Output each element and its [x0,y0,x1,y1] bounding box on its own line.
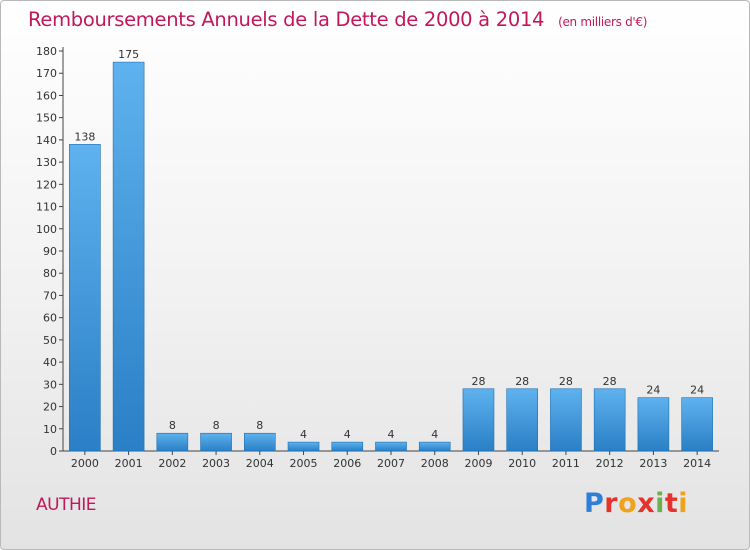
y-tick-label: 30 [43,378,57,391]
data-label-2003: 8 [213,419,220,432]
y-tick-label: 70 [43,289,57,302]
x-tick-label-2000: 2000 [71,457,99,470]
y-tick-label: 120 [36,178,57,191]
x-tick-label-2010: 2010 [508,457,536,470]
x-tick-label-2004: 2004 [246,457,274,470]
y-tick-label: 0 [50,445,57,458]
x-tick-label-2008: 2008 [421,457,449,470]
y-tick-label: 180 [36,45,57,58]
commune-name: AUTHIE [36,495,97,515]
data-label-2004: 8 [256,419,263,432]
bar-2004 [244,432,276,452]
data-label-2001: 175 [118,48,139,61]
y-tick-label: 80 [43,267,57,280]
y-tick-label: 130 [36,156,57,169]
bar-2008 [418,441,451,452]
y-tick-label: 110 [36,201,57,214]
bar-2009 [462,388,495,452]
x-tick-label-2001: 2001 [115,457,143,470]
chart-x-tick-labels: 2000 2001 2002 2003 2004 2005 2006 2007 2008 2009… [71,451,711,470]
y-tick-label: 90 [43,245,57,258]
x-tick-label-2011: 2011 [552,457,580,470]
chart-data-labels: 138 175 8 8 8 4 4 4 4 28 28 28 28 24 24 [74,48,704,441]
data-label-2013: 24 [646,384,660,397]
y-tick-label: 100 [36,223,57,236]
bar-2011 [550,388,582,452]
bar-2003 [200,432,232,452]
data-label-2009: 28 [471,375,485,388]
y-tick-label: 40 [43,356,57,369]
data-label-2014: 24 [690,384,704,397]
x-tick-label-2013: 2013 [639,457,667,470]
data-label-2012: 28 [603,375,617,388]
data-label-2008: 4 [431,428,438,441]
y-tick-label: 60 [43,312,57,325]
bar-2013 [637,397,670,452]
bar-2007 [375,441,407,452]
y-tick-label: 170 [36,67,57,80]
bar-2010 [506,388,539,452]
data-label-2005: 4 [300,428,307,441]
data-label-2011: 28 [559,375,573,388]
y-tick-label: 10 [43,423,57,436]
y-tick-label: 140 [36,134,57,147]
proxiti-logo[interactable]: Proxiti [584,488,689,519]
chart-title-text: Remboursements Annuels de la Dette de 20… [28,8,545,31]
y-tick-label: 20 [43,401,57,414]
x-tick-label-2006: 2006 [333,457,361,470]
x-tick-label-2005: 2005 [290,457,318,470]
data-label-2010: 28 [515,375,529,388]
data-label-2006: 4 [344,428,351,441]
x-tick-label-2002: 2002 [158,457,186,470]
bar-2000 [69,144,101,452]
chart-bars [69,61,713,452]
x-tick-label-2012: 2012 [596,457,624,470]
x-tick-label-2007: 2007 [377,457,405,470]
bar-2001 [112,61,145,452]
bar-2002 [156,432,189,452]
data-label-2007: 4 [388,428,395,441]
bar-2014 [681,397,713,452]
y-tick-label: 150 [36,112,57,125]
x-tick-label-2014: 2014 [683,457,711,470]
bar-2005 [287,441,320,452]
x-tick-label-2003: 2003 [202,457,230,470]
y-tick-label: 50 [43,334,57,347]
data-label-2002: 8 [169,419,176,432]
x-tick-label-2009: 2009 [464,457,492,470]
data-label-2000: 138 [74,130,95,143]
bar-2006 [331,441,364,452]
chart-title: Remboursements Annuels de la Dette de 20… [28,8,647,31]
chart-unit-subtitle: (en milliers d'€) [558,15,648,29]
y-tick-label: 160 [36,89,57,102]
bar-2012 [593,388,626,452]
